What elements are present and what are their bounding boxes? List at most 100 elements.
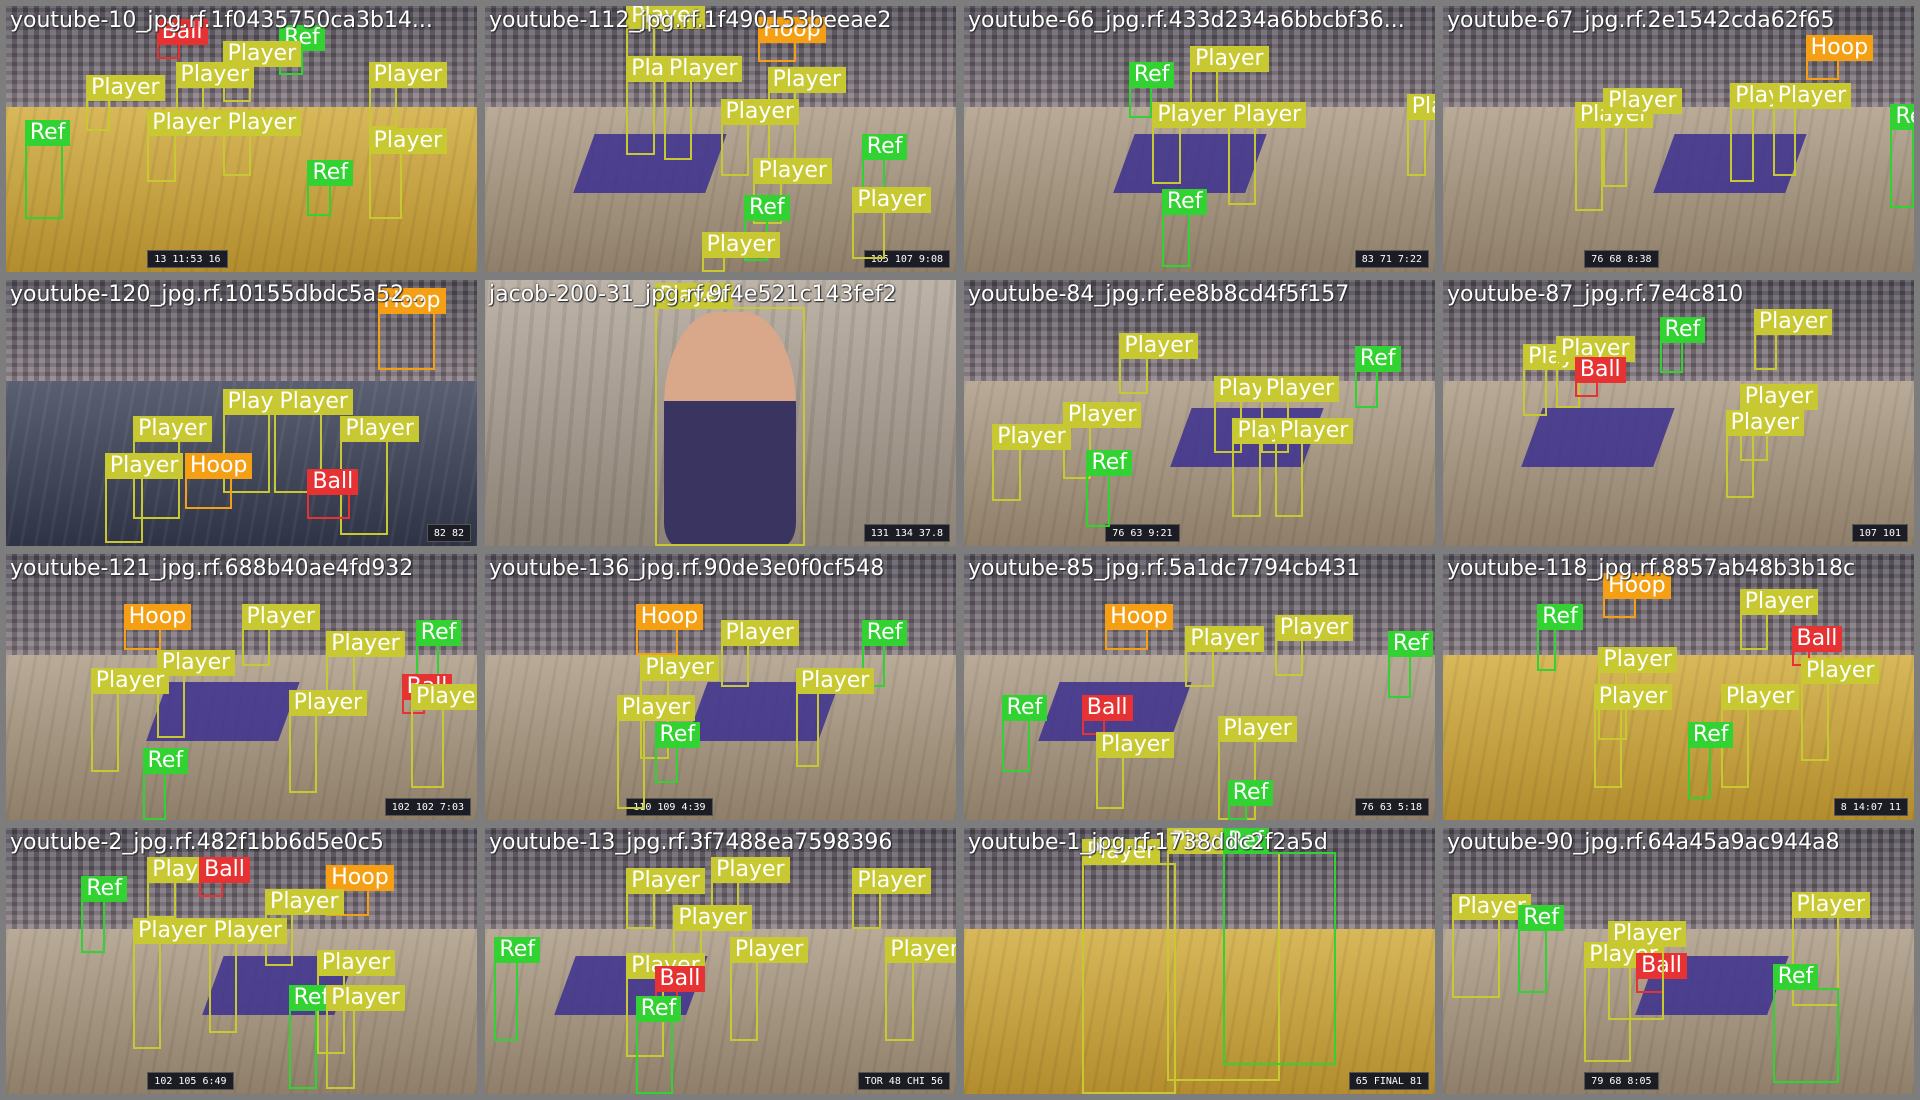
detection-box-ref: Ref xyxy=(415,620,462,687)
detection-label: Ref xyxy=(1687,721,1734,748)
tile-filename: youtube-84_jpg.rf.ee8b8cd4f5f157 xyxy=(968,282,1350,307)
detection-label: Hoop xyxy=(184,452,253,479)
scorebug: 65 FINAL 81 xyxy=(1348,1072,1429,1090)
detection-label: Player xyxy=(1081,838,1161,865)
detection-box-player: Player xyxy=(1739,588,1819,650)
detection-box-player: Player xyxy=(175,61,255,124)
detection-label: Player xyxy=(208,918,287,945)
detection-label: Player xyxy=(885,937,956,963)
detection-label: Player xyxy=(265,889,344,916)
detection-box-player: Player xyxy=(720,99,799,177)
detection-label: Player xyxy=(222,109,302,136)
detection-box-ball: Ball xyxy=(156,19,208,60)
detection-box-player: Player xyxy=(852,186,931,259)
detection-box-player: Player xyxy=(885,937,956,1041)
detection-label: Player xyxy=(616,694,696,721)
detection-box-player: Player xyxy=(1800,657,1880,762)
detection-box-player: Player xyxy=(1119,333,1198,395)
detection-box-ref: Ref xyxy=(1687,721,1734,799)
detection-label: Player xyxy=(1185,625,1264,652)
detection-box-player: Player xyxy=(1523,343,1602,416)
detection-label: Ball xyxy=(1791,625,1843,652)
detection-label: Player xyxy=(1739,588,1819,615)
detection-box-ref: Ref xyxy=(1161,189,1208,267)
detection-box-ref: Ref xyxy=(142,748,189,820)
tile-filename: youtube-87_jpg.rf.7e4c810 xyxy=(1447,282,1744,307)
detection-box-ball: Ball xyxy=(1574,357,1626,398)
detection-box-hoop: Hoop xyxy=(1603,572,1671,618)
mosaic-tile: 107 101RefPlayerPlayerPlayerBallPlayerPl… xyxy=(1443,280,1914,546)
scorebug: 83 71 7:22 xyxy=(1354,250,1429,268)
detection-label: Player xyxy=(1739,383,1819,410)
mosaic-tile: 79 68 8:05 Player Ref Player Ball Player Playe… xyxy=(1443,828,1914,1094)
tile-filename: youtube-85_jpg.rf.5a1dc7794cb431 xyxy=(968,556,1361,581)
detection-label: Ref xyxy=(1518,905,1564,932)
detection-box-hoop: Hoop xyxy=(326,865,394,916)
detection-label: Player xyxy=(1791,891,1870,918)
detection-box-player: Player xyxy=(795,668,875,767)
detection-box-player: Player xyxy=(1185,625,1264,687)
detection-label: Ball xyxy=(156,19,208,46)
detection-box-player: Player xyxy=(701,232,781,272)
detection-box-player: Player xyxy=(1232,418,1311,517)
detection-label: Player xyxy=(316,950,396,977)
tile-filename: youtube-67_jpg.rf.2e1542cda62f65 xyxy=(1447,8,1835,33)
detection-box-ref: Ref xyxy=(861,620,908,687)
mosaic-tile: 76 63 5:18 Hoop Player Ref Player Ref Ball Play… xyxy=(964,554,1435,820)
detection-box-hoop: Hoop xyxy=(184,452,253,509)
detection-box-player: Player xyxy=(654,282,806,546)
detection-label: Ball xyxy=(1081,694,1133,721)
detection-label: Player xyxy=(1119,333,1198,360)
detection-box-player: Player xyxy=(616,694,696,810)
mosaic-tile: 76 63 9:21 Player Ref Player Player Player Pla… xyxy=(964,280,1435,546)
detection-box-player: Player xyxy=(626,6,705,60)
detection-label: Ref xyxy=(744,194,790,221)
detection-box-ball: Ball xyxy=(1636,952,1687,993)
detection-label: Player xyxy=(753,157,832,184)
detection-box-player: Player xyxy=(663,56,743,161)
detection-box-ref: Ref xyxy=(635,995,682,1094)
mosaic-tile: 8 14:07 11 Ref Hoop Player Ball Player Player P… xyxy=(1443,554,1914,820)
detection-box-player: Player xyxy=(1190,45,1269,108)
mosaic-tile: 105 107 9:08 Player Hoop Player Player Player… xyxy=(485,6,956,272)
detection-label: Ref xyxy=(1227,780,1274,807)
detection-box-ref: Ref xyxy=(1001,694,1048,773)
detection-label: Ref xyxy=(1354,346,1401,373)
court-floor xyxy=(1443,381,1914,546)
detection-label: Player xyxy=(326,984,405,1011)
detection-label: Ref xyxy=(1890,104,1914,131)
detection-label: Ref xyxy=(494,937,540,963)
detection-label: Player xyxy=(795,668,875,695)
detection-label: Player xyxy=(86,75,165,102)
detection-box-ref: Ref xyxy=(1518,905,1564,993)
detection-label: Hoop xyxy=(123,604,192,631)
scorebug: 76 63 9:21 xyxy=(1105,524,1180,542)
detection-label: Player xyxy=(1260,375,1340,402)
detection-box-player: Player xyxy=(1095,732,1175,810)
detection-label: Player xyxy=(1095,732,1175,759)
detection-label: Player xyxy=(626,867,705,894)
detection-label: Player xyxy=(626,6,705,30)
detection-box-player: Player xyxy=(1274,615,1354,677)
detection-box-player: Player xyxy=(208,918,287,1033)
detection-label: Ref xyxy=(861,620,908,647)
player-figure xyxy=(663,311,796,546)
detection-label: Ball xyxy=(199,857,250,884)
tile-filename: youtube-90_jpg.rf.64a45a9ac944a8 xyxy=(1447,830,1840,855)
detection-label: Player xyxy=(852,867,931,894)
detection-box-player: Player xyxy=(1274,418,1354,517)
detection-label: Ref xyxy=(279,24,325,51)
court-paint xyxy=(1521,407,1676,467)
scorebug: TOR 48 CHI 56 xyxy=(857,1072,950,1090)
detection-label: Hoop xyxy=(758,16,826,43)
detection-label: Player xyxy=(133,415,212,442)
detection-label: Ref xyxy=(1659,317,1706,344)
detection-box-player: Player xyxy=(720,620,799,687)
court-scene xyxy=(485,554,956,820)
detection-label: Hoop xyxy=(1805,35,1874,62)
detection-label: Player xyxy=(1598,647,1677,674)
detection-label: Player xyxy=(720,620,799,647)
tile-filename: youtube-121_jpg.rf.688b40ae4fd932 xyxy=(10,556,414,581)
mosaic-tile: 76 68 8:38HoopPlayerPlayerPlayerPlayerRe… xyxy=(1443,6,1914,272)
